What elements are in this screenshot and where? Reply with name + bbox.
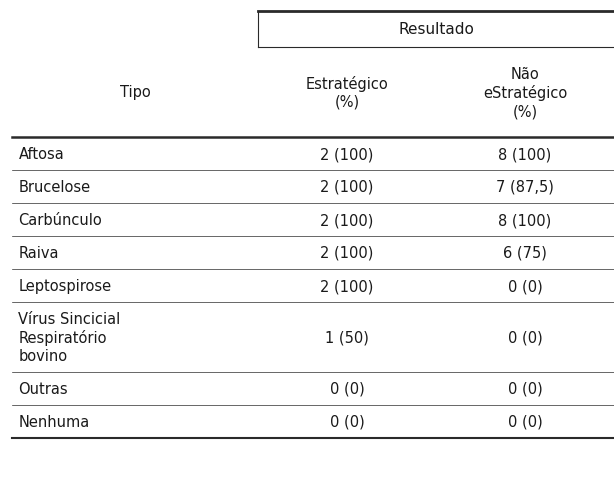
Text: Não
eStratégico
(%): Não eStratégico (%) (483, 67, 567, 119)
Text: 0 (0): 0 (0) (330, 381, 364, 396)
Text: Carbúnculo: Carbúnculo (18, 213, 102, 228)
Text: 1 (50): 1 (50) (325, 330, 369, 345)
Text: Brucelose: Brucelose (18, 180, 90, 194)
Text: 8 (100): 8 (100) (499, 147, 551, 162)
Text: 2 (100): 2 (100) (321, 213, 373, 228)
Text: 2 (100): 2 (100) (321, 245, 373, 261)
Text: 0 (0): 0 (0) (508, 414, 542, 429)
Text: Resultado: Resultado (398, 23, 474, 37)
Text: 0 (0): 0 (0) (508, 278, 542, 293)
Text: Nenhuma: Nenhuma (18, 414, 90, 429)
Text: Tipo: Tipo (120, 85, 150, 100)
Text: 2 (100): 2 (100) (321, 180, 373, 194)
Text: Raiva: Raiva (18, 245, 59, 261)
Text: 0 (0): 0 (0) (508, 330, 542, 345)
Text: Aftosa: Aftosa (18, 147, 64, 162)
Text: Vírus Sincicial
Respiratório
bovino: Vírus Sincicial Respiratório bovino (18, 311, 121, 363)
Text: Outras: Outras (18, 381, 68, 396)
Text: 0 (0): 0 (0) (508, 381, 542, 396)
Text: 2 (100): 2 (100) (321, 147, 373, 162)
Text: Leptospirose: Leptospirose (18, 278, 112, 293)
Text: 7 (87,5): 7 (87,5) (496, 180, 554, 194)
Text: 2 (100): 2 (100) (321, 278, 373, 293)
Text: 8 (100): 8 (100) (499, 213, 551, 228)
Text: 6 (75): 6 (75) (503, 245, 547, 261)
Text: Estratégico
(%): Estratégico (%) (306, 76, 388, 110)
Text: 0 (0): 0 (0) (330, 414, 364, 429)
